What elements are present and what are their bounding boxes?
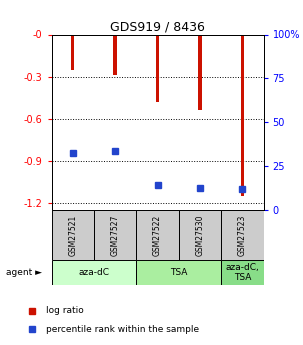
Text: GSM27522: GSM27522 <box>153 215 162 256</box>
Text: TSA: TSA <box>170 268 188 277</box>
Text: GSM27521: GSM27521 <box>68 215 77 256</box>
Bar <box>94 210 136 260</box>
Text: percentile rank within the sample: percentile rank within the sample <box>46 325 199 334</box>
Bar <box>198 34 202 110</box>
Bar <box>136 260 221 285</box>
Bar <box>136 210 179 260</box>
Text: GSM27530: GSM27530 <box>195 215 205 256</box>
Bar <box>113 34 117 75</box>
Text: GSM27527: GSM27527 <box>111 215 120 256</box>
Bar <box>156 34 159 102</box>
Bar <box>241 34 244 196</box>
Text: agent ►: agent ► <box>6 268 42 277</box>
Bar <box>221 210 264 260</box>
Bar <box>179 210 221 260</box>
Text: GSM27523: GSM27523 <box>238 215 247 256</box>
Text: aza-dC: aza-dC <box>78 268 109 277</box>
Bar <box>221 260 264 285</box>
Title: GDS919 / 8436: GDS919 / 8436 <box>110 20 205 33</box>
Text: aza-dC,
TSA: aza-dC, TSA <box>225 263 259 282</box>
Bar <box>71 34 75 70</box>
Text: log ratio: log ratio <box>46 306 84 315</box>
Bar <box>52 210 94 260</box>
Bar <box>52 260 136 285</box>
